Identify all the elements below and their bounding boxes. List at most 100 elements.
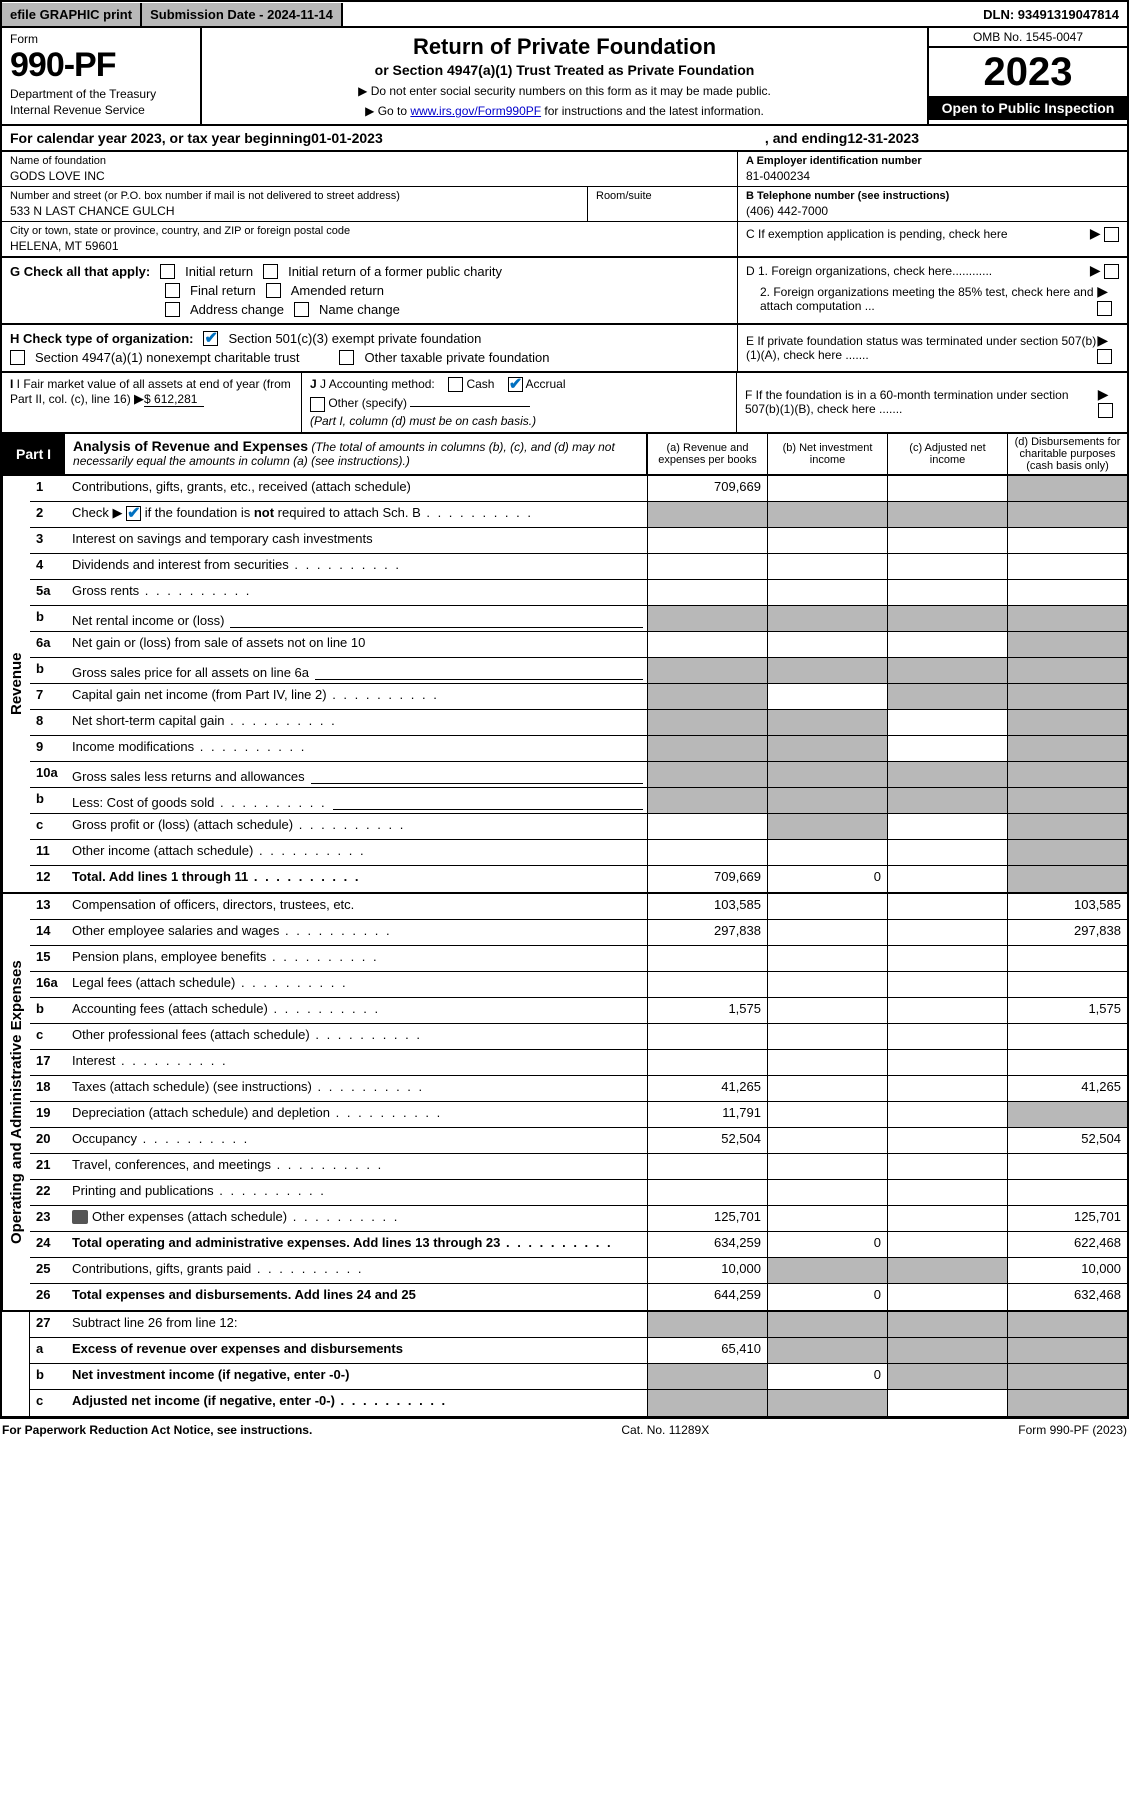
foundation-name: GODS LOVE INC	[10, 169, 729, 183]
table-row: 7Capital gain net income (from Part IV, …	[30, 684, 1127, 710]
j-accrual-checkbox[interactable]	[508, 377, 523, 392]
j-note: (Part I, column (d) must be on cash basi…	[310, 414, 728, 428]
table-row: 20Occupancy52,50452,504	[30, 1128, 1127, 1154]
cat-no: Cat. No. 11289X	[621, 1423, 709, 1437]
table-row: 13Compensation of officers, directors, t…	[30, 894, 1127, 920]
e-checkbox[interactable]	[1097, 349, 1112, 364]
h-4947-checkbox[interactable]	[10, 350, 25, 365]
g-amended-return-checkbox[interactable]	[266, 283, 281, 298]
table-row: 4Dividends and interest from securities	[30, 554, 1127, 580]
calendar-year-row: For calendar year 2023, or tax year begi…	[0, 126, 1129, 152]
fmv-value: $ 612,281	[144, 392, 204, 407]
form-ref: Form 990-PF (2023)	[1018, 1423, 1127, 1437]
expenses-tab: Operating and Administrative Expenses	[2, 894, 30, 1310]
j-other-checkbox[interactable]	[310, 397, 325, 412]
expenses-section: Operating and Administrative Expenses 13…	[0, 894, 1129, 1312]
table-row: 21Travel, conferences, and meetings	[30, 1154, 1127, 1180]
form-label: Form	[10, 32, 192, 46]
g-label: G Check all that apply:	[10, 264, 150, 279]
col-b-header: (b) Net investment income	[767, 434, 887, 474]
h-row: H Check type of organization: Section 50…	[0, 325, 1129, 373]
street-address: 533 N LAST CHANCE GULCH	[10, 204, 579, 218]
identity-block: Name of foundation GODS LOVE INC Number …	[0, 152, 1129, 258]
phone-value: (406) 442-7000	[746, 204, 1119, 218]
table-row: bAccounting fees (attach schedule)1,5751…	[30, 998, 1127, 1024]
f-checkbox[interactable]	[1098, 403, 1113, 418]
schb-checkbox[interactable]	[126, 506, 141, 521]
table-row: 19Depreciation (attach schedule) and dep…	[30, 1102, 1127, 1128]
col-a-header: (a) Revenue and expenses per books	[647, 434, 767, 474]
g-address-change-checkbox[interactable]	[165, 302, 180, 317]
d2-label: 2. Foreign organizations meeting the 85%…	[746, 285, 1097, 313]
g-final-return-checkbox[interactable]	[165, 283, 180, 298]
e-label: E If private foundation status was termi…	[746, 334, 1097, 362]
city-label: City or town, state or province, country…	[10, 225, 729, 237]
col-d-header: (d) Disbursements for charitable purpose…	[1007, 434, 1127, 474]
table-row: 9Income modifications	[30, 736, 1127, 762]
table-row: cGross profit or (loss) (attach schedule…	[30, 814, 1127, 840]
paperwork-notice: For Paperwork Reduction Act Notice, see …	[2, 1423, 312, 1437]
year-begin: 01-01-2023	[311, 130, 383, 146]
table-row: 24Total operating and administrative exp…	[30, 1232, 1127, 1258]
url-note: ▶ Go to www.irs.gov/Form990PF for instru…	[210, 104, 919, 118]
table-row: 22Printing and publications	[30, 1180, 1127, 1206]
efile-print-label[interactable]: efile GRAPHIC print	[2, 3, 142, 26]
g-name-change-checkbox[interactable]	[294, 302, 309, 317]
table-row: bNet investment income (if negative, ent…	[30, 1364, 1127, 1390]
table-row: aExcess of revenue over expenses and dis…	[30, 1338, 1127, 1364]
table-row: 5aGross rents	[30, 580, 1127, 606]
table-row: 6aNet gain or (loss) from sale of assets…	[30, 632, 1127, 658]
h-501c3-checkbox[interactable]	[203, 331, 218, 346]
revenue-section: Revenue 1Contributions, gifts, grants, e…	[0, 476, 1129, 894]
form-number: 990-PF	[10, 46, 192, 85]
dept-irs: Internal Revenue Service	[10, 103, 192, 117]
table-row: cOther professional fees (attach schedul…	[30, 1024, 1127, 1050]
form-title: Return of Private Foundation	[210, 34, 919, 60]
h-label: H Check type of organization:	[10, 331, 193, 346]
i-j-f-row: I I Fair market value of all assets at e…	[0, 373, 1129, 434]
table-row: 14Other employee salaries and wages297,8…	[30, 920, 1127, 946]
attachment-icon[interactable]	[72, 1210, 88, 1224]
col-c-header: (c) Adjusted net income	[887, 434, 1007, 474]
c-checkbox[interactable]	[1104, 227, 1119, 242]
net-section: 27Subtract line 26 from line 12:aExcess …	[0, 1312, 1129, 1418]
ein-value: 81-0400234	[746, 169, 1119, 183]
table-row: 23Other expenses (attach schedule)125,70…	[30, 1206, 1127, 1232]
d1-label: D 1. Foreign organizations, check here..…	[746, 264, 992, 278]
table-row: 17Interest	[30, 1050, 1127, 1076]
ssn-note: ▶ Do not enter social security numbers o…	[210, 84, 919, 98]
table-row: bNet rental income or (loss)	[30, 606, 1127, 632]
open-inspection-badge: Open to Public Inspection	[929, 96, 1127, 120]
table-row: 8Net short-term capital gain	[30, 710, 1127, 736]
dept-treasury: Department of the Treasury	[10, 87, 192, 101]
form-url-link[interactable]: www.irs.gov/Form990PF	[410, 104, 541, 118]
table-row: 10aGross sales less returns and allowanc…	[30, 762, 1127, 788]
table-row: 11Other income (attach schedule)	[30, 840, 1127, 866]
table-row: 12Total. Add lines 1 through 11709,6690	[30, 866, 1127, 892]
room-label: Room/suite	[596, 190, 729, 202]
d2-checkbox[interactable]	[1097, 301, 1112, 316]
table-row: 25Contributions, gifts, grants paid10,00…	[30, 1258, 1127, 1284]
f-label: F If the foundation is in a 60-month ter…	[745, 388, 1098, 416]
part1-title: Analysis of Revenue and Expenses	[73, 438, 308, 454]
g-initial-return-checkbox[interactable]	[160, 264, 175, 279]
ein-label: A Employer identification number	[746, 155, 1119, 167]
address-label: Number and street (or P.O. box number if…	[10, 190, 579, 202]
year-end: 12-31-2023	[847, 130, 919, 146]
omb-number: OMB No. 1545-0047	[929, 28, 1127, 48]
c-label: C If exemption application is pending, c…	[746, 227, 1008, 241]
g-initial-former-checkbox[interactable]	[263, 264, 278, 279]
h-other-taxable-checkbox[interactable]	[339, 350, 354, 365]
table-row: 26Total expenses and disbursements. Add …	[30, 1284, 1127, 1310]
part1-header: Part I Analysis of Revenue and Expenses …	[0, 434, 1129, 476]
d1-checkbox[interactable]	[1104, 264, 1119, 279]
j-cash-checkbox[interactable]	[448, 377, 463, 392]
page-footer: For Paperwork Reduction Act Notice, see …	[0, 1418, 1129, 1441]
g-h-row: G Check all that apply: Initial return I…	[0, 258, 1129, 325]
top-bar: efile GRAPHIC print Submission Date - 20…	[0, 0, 1129, 28]
tax-year: 2023	[929, 48, 1127, 96]
table-row: 15Pension plans, employee benefits	[30, 946, 1127, 972]
table-row: 2Check ▶ if the foundation is not requir…	[30, 502, 1127, 528]
city-state-zip: HELENA, MT 59601	[10, 239, 729, 253]
name-label: Name of foundation	[10, 155, 729, 167]
